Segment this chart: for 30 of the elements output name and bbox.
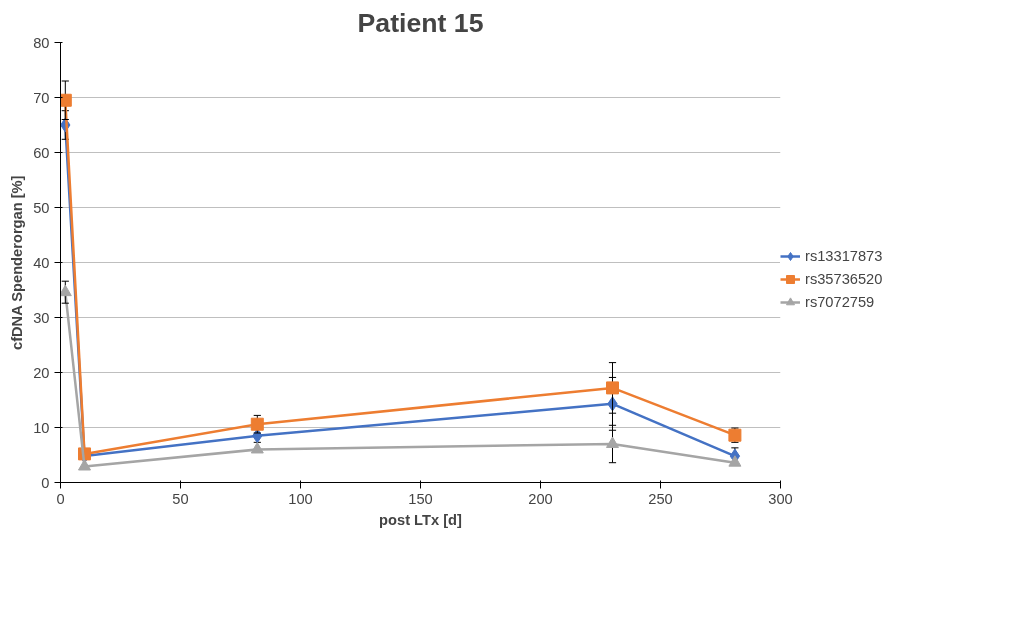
x-tick-label: 100 <box>288 490 313 507</box>
y-tick-label: 60 <box>33 144 50 161</box>
point <box>60 93 72 107</box>
x-tick-label: 0 <box>56 490 65 507</box>
x-tick-label: 50 <box>172 490 189 507</box>
y-tick-label: 10 <box>33 419 50 436</box>
legend-label: rs13317873 <box>805 248 883 264</box>
point <box>606 436 619 448</box>
y-tick-label: 40 <box>33 254 50 271</box>
legend-label: rs35736520 <box>805 271 883 287</box>
y-tick-label: 70 <box>33 89 50 106</box>
y-tick-label: 50 <box>33 199 50 216</box>
point <box>728 455 742 467</box>
y-axis-title: cfDNA Spenderorgan [%] <box>9 175 26 351</box>
y-tick-label: 80 <box>33 34 50 51</box>
x-tick-label: 150 <box>408 490 433 507</box>
legend-label: rs7072759 <box>805 294 875 310</box>
y-tick-label: 20 <box>33 364 50 381</box>
point <box>78 459 91 471</box>
chart-title: Patient 15 <box>357 7 484 38</box>
y-tick-label: 0 <box>41 474 50 491</box>
x-axis-title: post LTx [d] <box>379 511 462 528</box>
point <box>606 381 619 395</box>
point <box>60 284 72 297</box>
x-tick-label: 300 <box>768 490 793 507</box>
point <box>250 442 264 454</box>
point <box>728 428 742 442</box>
y-tick-label: 30 <box>33 309 50 326</box>
x-tick-label: 200 <box>528 490 553 507</box>
x-tick-label: 250 <box>648 490 673 507</box>
